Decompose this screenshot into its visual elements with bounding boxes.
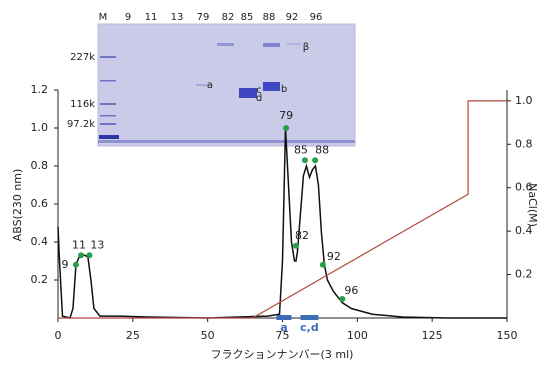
fraction-label: 9 — [61, 258, 68, 271]
gel-marker-label: 97.2k — [67, 119, 95, 130]
y-tick-label: 1.0 — [31, 121, 49, 134]
band — [239, 88, 257, 98]
band — [217, 43, 234, 46]
fraction-label: 96 — [344, 284, 358, 297]
x-tick-label: 50 — [201, 329, 215, 342]
gel-lane-label: 85 — [241, 12, 254, 23]
band — [100, 123, 116, 125]
band — [287, 43, 301, 45]
range-label: c,d — [300, 321, 319, 334]
gel-marker-label: 227k — [70, 52, 95, 63]
fraction-range — [277, 315, 292, 320]
gel-lane-label: 13 — [171, 12, 184, 23]
y-tick-label: 0.6 — [31, 197, 49, 210]
y2-tick-label: 1.0 — [515, 94, 533, 107]
abs-line — [58, 128, 507, 318]
fraction-label: 88 — [315, 143, 329, 156]
band — [263, 82, 280, 91]
y-tick-label: 0.8 — [31, 159, 49, 172]
chart: フラクションナンバー(3 ml) ABS(230 nm) NaCl(M) 025… — [0, 0, 541, 367]
gel-lane-label: 11 — [145, 12, 158, 23]
fraction-point — [293, 243, 299, 249]
y-tick-label: 1.2 — [31, 83, 49, 96]
y2-tick-label: 0.6 — [515, 181, 533, 194]
gel-band-label: β — [303, 42, 309, 53]
x-tick-label: 25 — [126, 329, 140, 342]
y-tick-label: 0.2 — [31, 273, 49, 286]
gel-lane-label: 92 — [286, 12, 299, 23]
x-tick-label: 100 — [347, 329, 368, 342]
gel-band-label: b — [281, 84, 287, 95]
y2-tick-label: 0.2 — [515, 268, 533, 281]
gel-lane-label: 79 — [197, 12, 210, 23]
band — [263, 43, 280, 47]
band — [100, 103, 116, 105]
gel-inset — [98, 24, 355, 146]
fraction-label: 92 — [327, 250, 341, 263]
fraction-label: 13 — [90, 238, 104, 251]
fraction-label: 85 — [294, 143, 308, 156]
fraction-label: 11 — [72, 238, 86, 251]
gel-background — [98, 24, 355, 146]
fraction-point — [320, 262, 326, 268]
gel-lane-label: M — [99, 12, 108, 23]
x-tick-label: 150 — [497, 329, 518, 342]
fraction-point — [312, 157, 318, 163]
band — [100, 56, 116, 58]
fraction-point — [73, 262, 79, 268]
range-label: a — [280, 321, 287, 334]
band — [100, 115, 116, 117]
gel-lane-label: 96 — [310, 12, 323, 23]
gel-lane-label: 88 — [263, 12, 276, 23]
gel-lane-label: 82 — [222, 12, 235, 23]
fraction-label: 82 — [295, 229, 309, 242]
y-tick-label: 0.4 — [31, 235, 49, 248]
x-tick-label: 0 — [55, 329, 62, 342]
fraction-point — [283, 125, 289, 131]
fraction-point — [78, 252, 84, 258]
band — [99, 135, 119, 139]
fraction-point — [302, 157, 308, 163]
band — [100, 80, 116, 82]
fraction-label: 79 — [279, 109, 293, 122]
x-tick-label: 125 — [422, 329, 443, 342]
y2-tick-label: 0.4 — [515, 224, 533, 237]
x-axis-label: フラクションナンバー(3 ml) — [211, 348, 354, 361]
gel-band-label: d — [256, 93, 262, 104]
y-axis-label: ABS(230 nm) — [11, 169, 24, 242]
fraction-range — [300, 315, 318, 320]
gel-band-label: a — [207, 80, 213, 91]
gel-lane-label: 9 — [125, 12, 131, 23]
y2-tick-label: 0.8 — [515, 137, 533, 150]
gel-marker-label: 116k — [70, 99, 95, 110]
fraction-point — [86, 252, 92, 258]
